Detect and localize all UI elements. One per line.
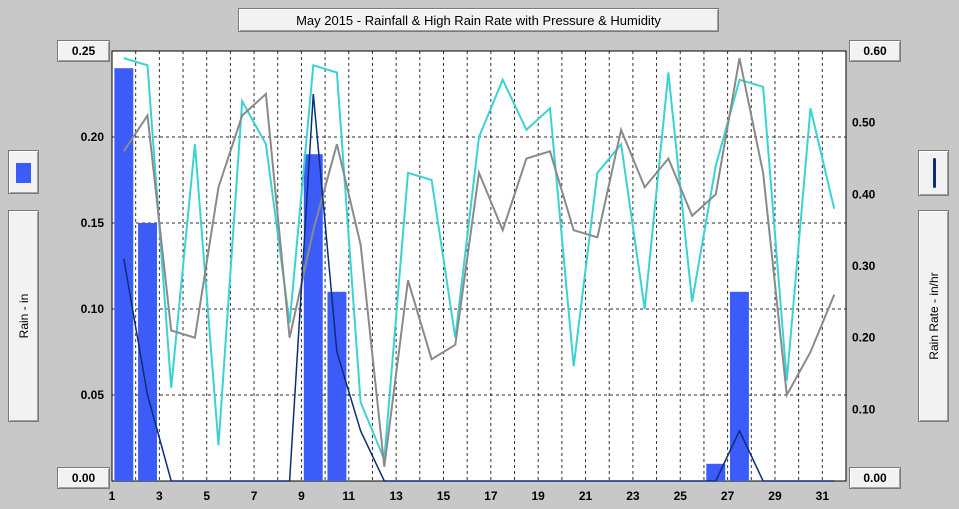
x-tick-label: 11 bbox=[342, 489, 355, 503]
x-tick-label: 1 bbox=[109, 489, 116, 503]
y-axis-min-label: 0.00 bbox=[57, 467, 110, 489]
rain-bar bbox=[303, 154, 323, 481]
rain-rate-line bbox=[123, 93, 835, 482]
y2-axis-max-label: 0.60 bbox=[849, 40, 901, 62]
x-tick-label: 3 bbox=[156, 489, 163, 503]
x-tick-label: 23 bbox=[626, 489, 640, 503]
x-tick-label: 21 bbox=[579, 489, 593, 503]
y-axis-label-box: Rain - in bbox=[8, 210, 39, 422]
legend-rain-rate bbox=[918, 150, 949, 196]
x-tick-label: 13 bbox=[389, 489, 403, 503]
x-tick-label: 29 bbox=[768, 489, 782, 503]
y2-tick-label: 0.30 bbox=[852, 259, 876, 273]
x-tick-label: 25 bbox=[674, 489, 688, 503]
y2-axis-label-box: Rain Rate - in/hr bbox=[918, 210, 949, 422]
y-tick-label: 0.05 bbox=[81, 388, 105, 402]
tick-labels: 0.050.100.150.200.100.200.300.400.501 3 5 7… bbox=[81, 116, 876, 503]
x-tick-label: 31 bbox=[816, 489, 830, 503]
x-tick-label: 5 bbox=[203, 489, 210, 503]
y-axis-max-label: 0.25 bbox=[57, 40, 110, 62]
y2-tick-label: 0.20 bbox=[852, 331, 876, 345]
data-lines bbox=[122, 57, 836, 482]
x-tick-label: 7 bbox=[251, 489, 258, 503]
rain-bar bbox=[327, 291, 347, 481]
y2-tick-label: 0.50 bbox=[852, 116, 876, 130]
y-tick-label: 0.15 bbox=[81, 216, 105, 230]
x-tick-label: 17 bbox=[484, 489, 498, 503]
x-tick-label: 9 bbox=[298, 489, 305, 503]
pressure-line bbox=[122, 57, 836, 467]
y-tick-label: 0.20 bbox=[81, 130, 105, 144]
y2-tick-label: 0.40 bbox=[852, 187, 876, 201]
chart-title: May 2015 - Rainfall & High Rain Rate wit… bbox=[238, 8, 719, 32]
humidity-line bbox=[123, 57, 836, 460]
y2-axis-min-label: 0.00 bbox=[849, 467, 901, 489]
y-tick-label: 0.10 bbox=[81, 302, 105, 316]
y2-tick-label: 0.10 bbox=[852, 402, 876, 416]
x-tick-label: 27 bbox=[721, 489, 735, 503]
x-tick-label: 15 bbox=[437, 489, 451, 503]
rain-bar bbox=[138, 223, 157, 481]
rain-bar bbox=[114, 68, 134, 481]
legend-rain bbox=[8, 150, 39, 194]
legend-rain-rate-swatch bbox=[933, 158, 936, 188]
rain-bars bbox=[114, 68, 749, 481]
plot-area bbox=[111, 50, 847, 482]
x-tick-label: 19 bbox=[532, 489, 546, 503]
rain-bar bbox=[706, 463, 726, 481]
rain-bar bbox=[729, 291, 749, 481]
legend-rain-swatch bbox=[16, 163, 31, 183]
